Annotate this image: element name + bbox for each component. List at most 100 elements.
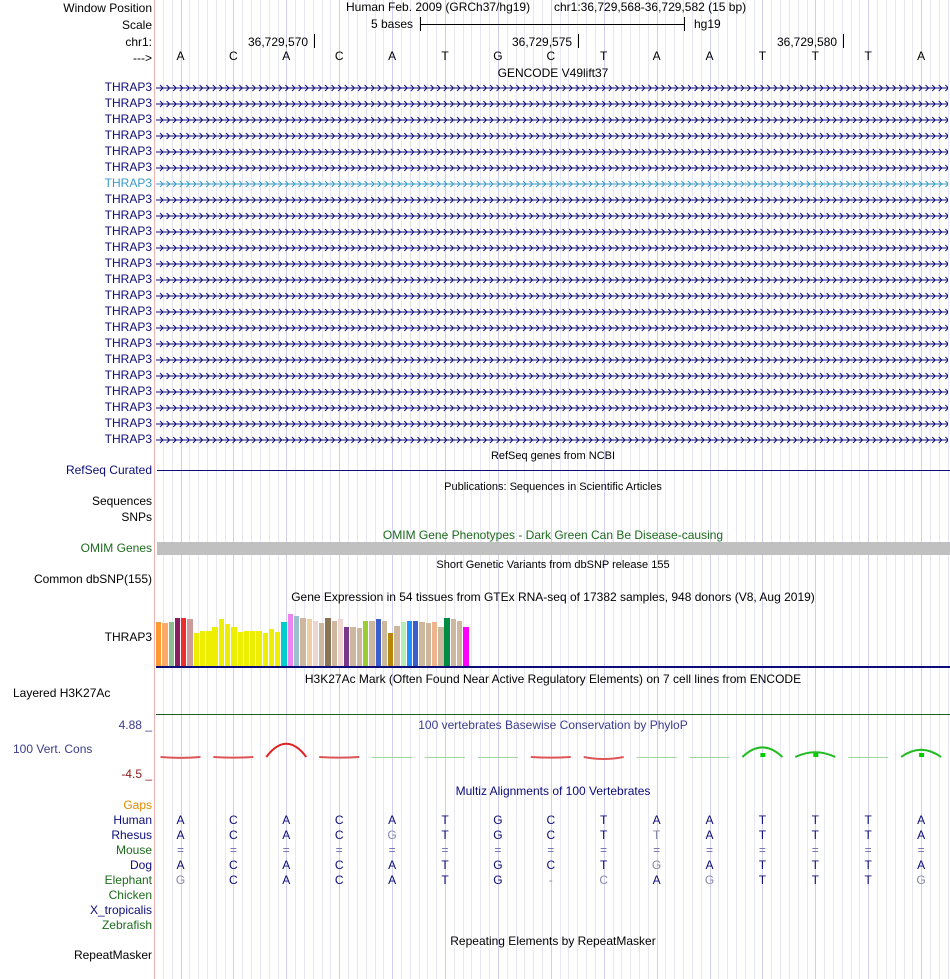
gtex-tissue-bar[interactable] (212, 627, 218, 666)
gtex-tissue-bar[interactable] (300, 618, 306, 666)
gtex-tissue-bar[interactable] (156, 622, 162, 666)
gtex-tissue-bar[interactable] (243, 631, 250, 666)
species-label-rhesus[interactable]: Rhesus (111, 828, 152, 842)
gencode-transcript-label[interactable]: THRAP3 (104, 400, 152, 414)
h3k27ac-track-title[interactable]: H3K27Ac Mark (Often Found Near Active Re… (304, 672, 802, 686)
gtex-tissue-bar[interactable] (250, 631, 256, 666)
gtex-tissue-bar[interactable] (187, 619, 193, 666)
gtex-tissue-bar[interactable] (287, 614, 294, 666)
species-label-zebrafish[interactable]: Zebrafish (101, 918, 152, 932)
gtex-tissue-bar[interactable] (293, 616, 300, 666)
gtex-tissue-bar[interactable] (206, 631, 212, 666)
gtex-tissue-bar[interactable] (331, 621, 337, 666)
gencode-transcript[interactable] (156, 385, 948, 399)
gtex-tissue-bar[interactable] (256, 631, 262, 666)
gtex-tissue-bar[interactable] (325, 618, 331, 666)
gtex-tissue-bar[interactable] (438, 627, 444, 666)
gencode-transcript[interactable] (156, 129, 948, 143)
gtex-tissue-bar[interactable] (337, 619, 344, 666)
gencode-transcript-label[interactable]: THRAP3 (104, 352, 152, 366)
gtex-tissue-bar[interactable] (268, 629, 275, 666)
phylop-track-title[interactable]: 100 vertebrates Basewise Conservation by… (418, 718, 688, 732)
species-label-mouse[interactable]: Mouse (115, 843, 152, 857)
gtex-tissue-bar[interactable] (281, 622, 287, 666)
gencode-transcript-label[interactable]: THRAP3 (104, 368, 152, 382)
gencode-transcript[interactable] (156, 369, 948, 383)
gtex-tissue-bar[interactable] (174, 618, 181, 666)
gencode-transcript-label[interactable]: THRAP3 (104, 160, 152, 174)
gencode-transcript[interactable] (156, 401, 948, 415)
gencode-transcript-label[interactable]: THRAP3 (104, 320, 152, 334)
dbsnp-track-label[interactable]: Common dbSNP(155) (33, 572, 152, 586)
gtex-tissue-bar[interactable] (193, 633, 199, 666)
gtex-tissue-bar[interactable] (306, 619, 312, 666)
dbsnp-track-title[interactable]: Short Genetic Variants from dbSNP releas… (436, 559, 670, 571)
gtex-tissue-bar[interactable] (457, 621, 463, 666)
gtex-tissue-bar[interactable] (463, 627, 469, 666)
gencode-transcript[interactable] (156, 433, 948, 447)
gtex-tissue-bar[interactable] (369, 621, 375, 666)
h3k27ac-track-label[interactable]: Layered H3K27Ac (13, 686, 111, 700)
gtex-tissue-bar[interactable] (237, 632, 243, 666)
species-label-elephant[interactable]: Elephant (104, 873, 152, 887)
omim-track-title[interactable]: OMIM Gene Phenotypes - Dark Green Can Be… (382, 528, 724, 542)
species-label-x_tropicalis[interactable]: X_tropicalis (89, 903, 152, 917)
gtex-tissue-bar[interactable] (199, 631, 206, 666)
gtex-track-label[interactable]: THRAP3 (104, 630, 152, 644)
gtex-tissue-bar[interactable] (406, 621, 413, 666)
gencode-transcript-label[interactable]: THRAP3 (104, 176, 152, 190)
gtex-tissue-bar[interactable] (444, 618, 450, 666)
omim-track-label[interactable]: OMIM Genes (80, 541, 152, 555)
gencode-transcript-label[interactable]: THRAP3 (104, 240, 152, 254)
gtex-tissue-bar[interactable] (168, 622, 174, 666)
gencode-transcript[interactable] (156, 337, 948, 351)
gtex-tissue-bar[interactable] (162, 623, 168, 666)
gencode-transcript[interactable] (156, 321, 948, 335)
refseq-track-title[interactable]: RefSeq genes from NCBI (490, 450, 616, 462)
refseq-track-label[interactable]: RefSeq Curated (65, 463, 152, 477)
publications-track-title[interactable]: Publications: Sequences in Scientific Ar… (444, 481, 662, 493)
sequences-label[interactable]: Sequences (91, 494, 152, 508)
gtex-tissue-bar[interactable] (425, 623, 431, 666)
gencode-transcript-label[interactable]: THRAP3 (104, 304, 152, 318)
gencode-transcript[interactable] (156, 193, 948, 207)
gencode-transcript-label[interactable]: THRAP3 (104, 208, 152, 222)
gencode-transcript[interactable] (156, 113, 948, 127)
gencode-transcript[interactable] (156, 257, 948, 271)
gencode-transcript[interactable] (156, 353, 948, 367)
gtex-tissue-bar[interactable] (275, 632, 281, 666)
gtex-expression-chart[interactable] (156, 603, 950, 666)
gencode-transcript-label[interactable]: THRAP3 (104, 128, 152, 142)
gtex-tissue-bar[interactable] (356, 628, 362, 666)
gtex-tissue-bar[interactable] (413, 621, 419, 666)
gtex-tissue-bar[interactable] (312, 621, 319, 666)
gtex-tissue-bar[interactable] (400, 622, 406, 666)
gencode-transcript[interactable] (156, 273, 948, 287)
gtex-tissue-bar[interactable] (181, 618, 187, 666)
gencode-transcript-label[interactable]: THRAP3 (104, 336, 152, 350)
gencode-track-title[interactable]: GENCODE V49lift37 (497, 66, 609, 80)
gencode-transcript-label[interactable]: THRAP3 (104, 416, 152, 430)
gtex-tissue-bar[interactable] (388, 633, 394, 666)
gencode-transcript[interactable] (156, 97, 948, 111)
repeatmasker-track-label[interactable]: RepeatMasker (73, 948, 152, 962)
gtex-tissue-bar[interactable] (381, 621, 388, 666)
gtex-tissue-bar[interactable] (394, 626, 400, 666)
gencode-transcript-label[interactable]: THRAP3 (104, 112, 152, 126)
species-label-human[interactable]: Human (113, 813, 152, 827)
gtex-tissue-bar[interactable] (350, 627, 356, 666)
window-position[interactable]: chr1:36,729,568-36,729,582 (15 bp) (554, 0, 747, 14)
gtex-tissue-bar[interactable] (344, 627, 350, 666)
refseq-gene-line[interactable] (157, 470, 950, 471)
gtex-track-title[interactable]: Gene Expression in 54 tissues from GTEx … (291, 590, 815, 604)
gencode-transcript[interactable] (156, 305, 948, 319)
phylop-track-label[interactable]: 100 Vert. Cons (13, 742, 93, 756)
gencode-transcript-label[interactable]: THRAP3 (104, 224, 152, 238)
gtex-tissue-bar[interactable] (231, 627, 237, 666)
gencode-transcript[interactable] (156, 145, 948, 159)
gencode-transcript[interactable] (156, 81, 948, 95)
multiz-track-title[interactable]: Multiz Alignments of 100 Vertebrates (455, 784, 651, 798)
omim-gene-bar[interactable] (157, 542, 950, 555)
gtex-tissue-bar[interactable] (218, 619, 225, 666)
